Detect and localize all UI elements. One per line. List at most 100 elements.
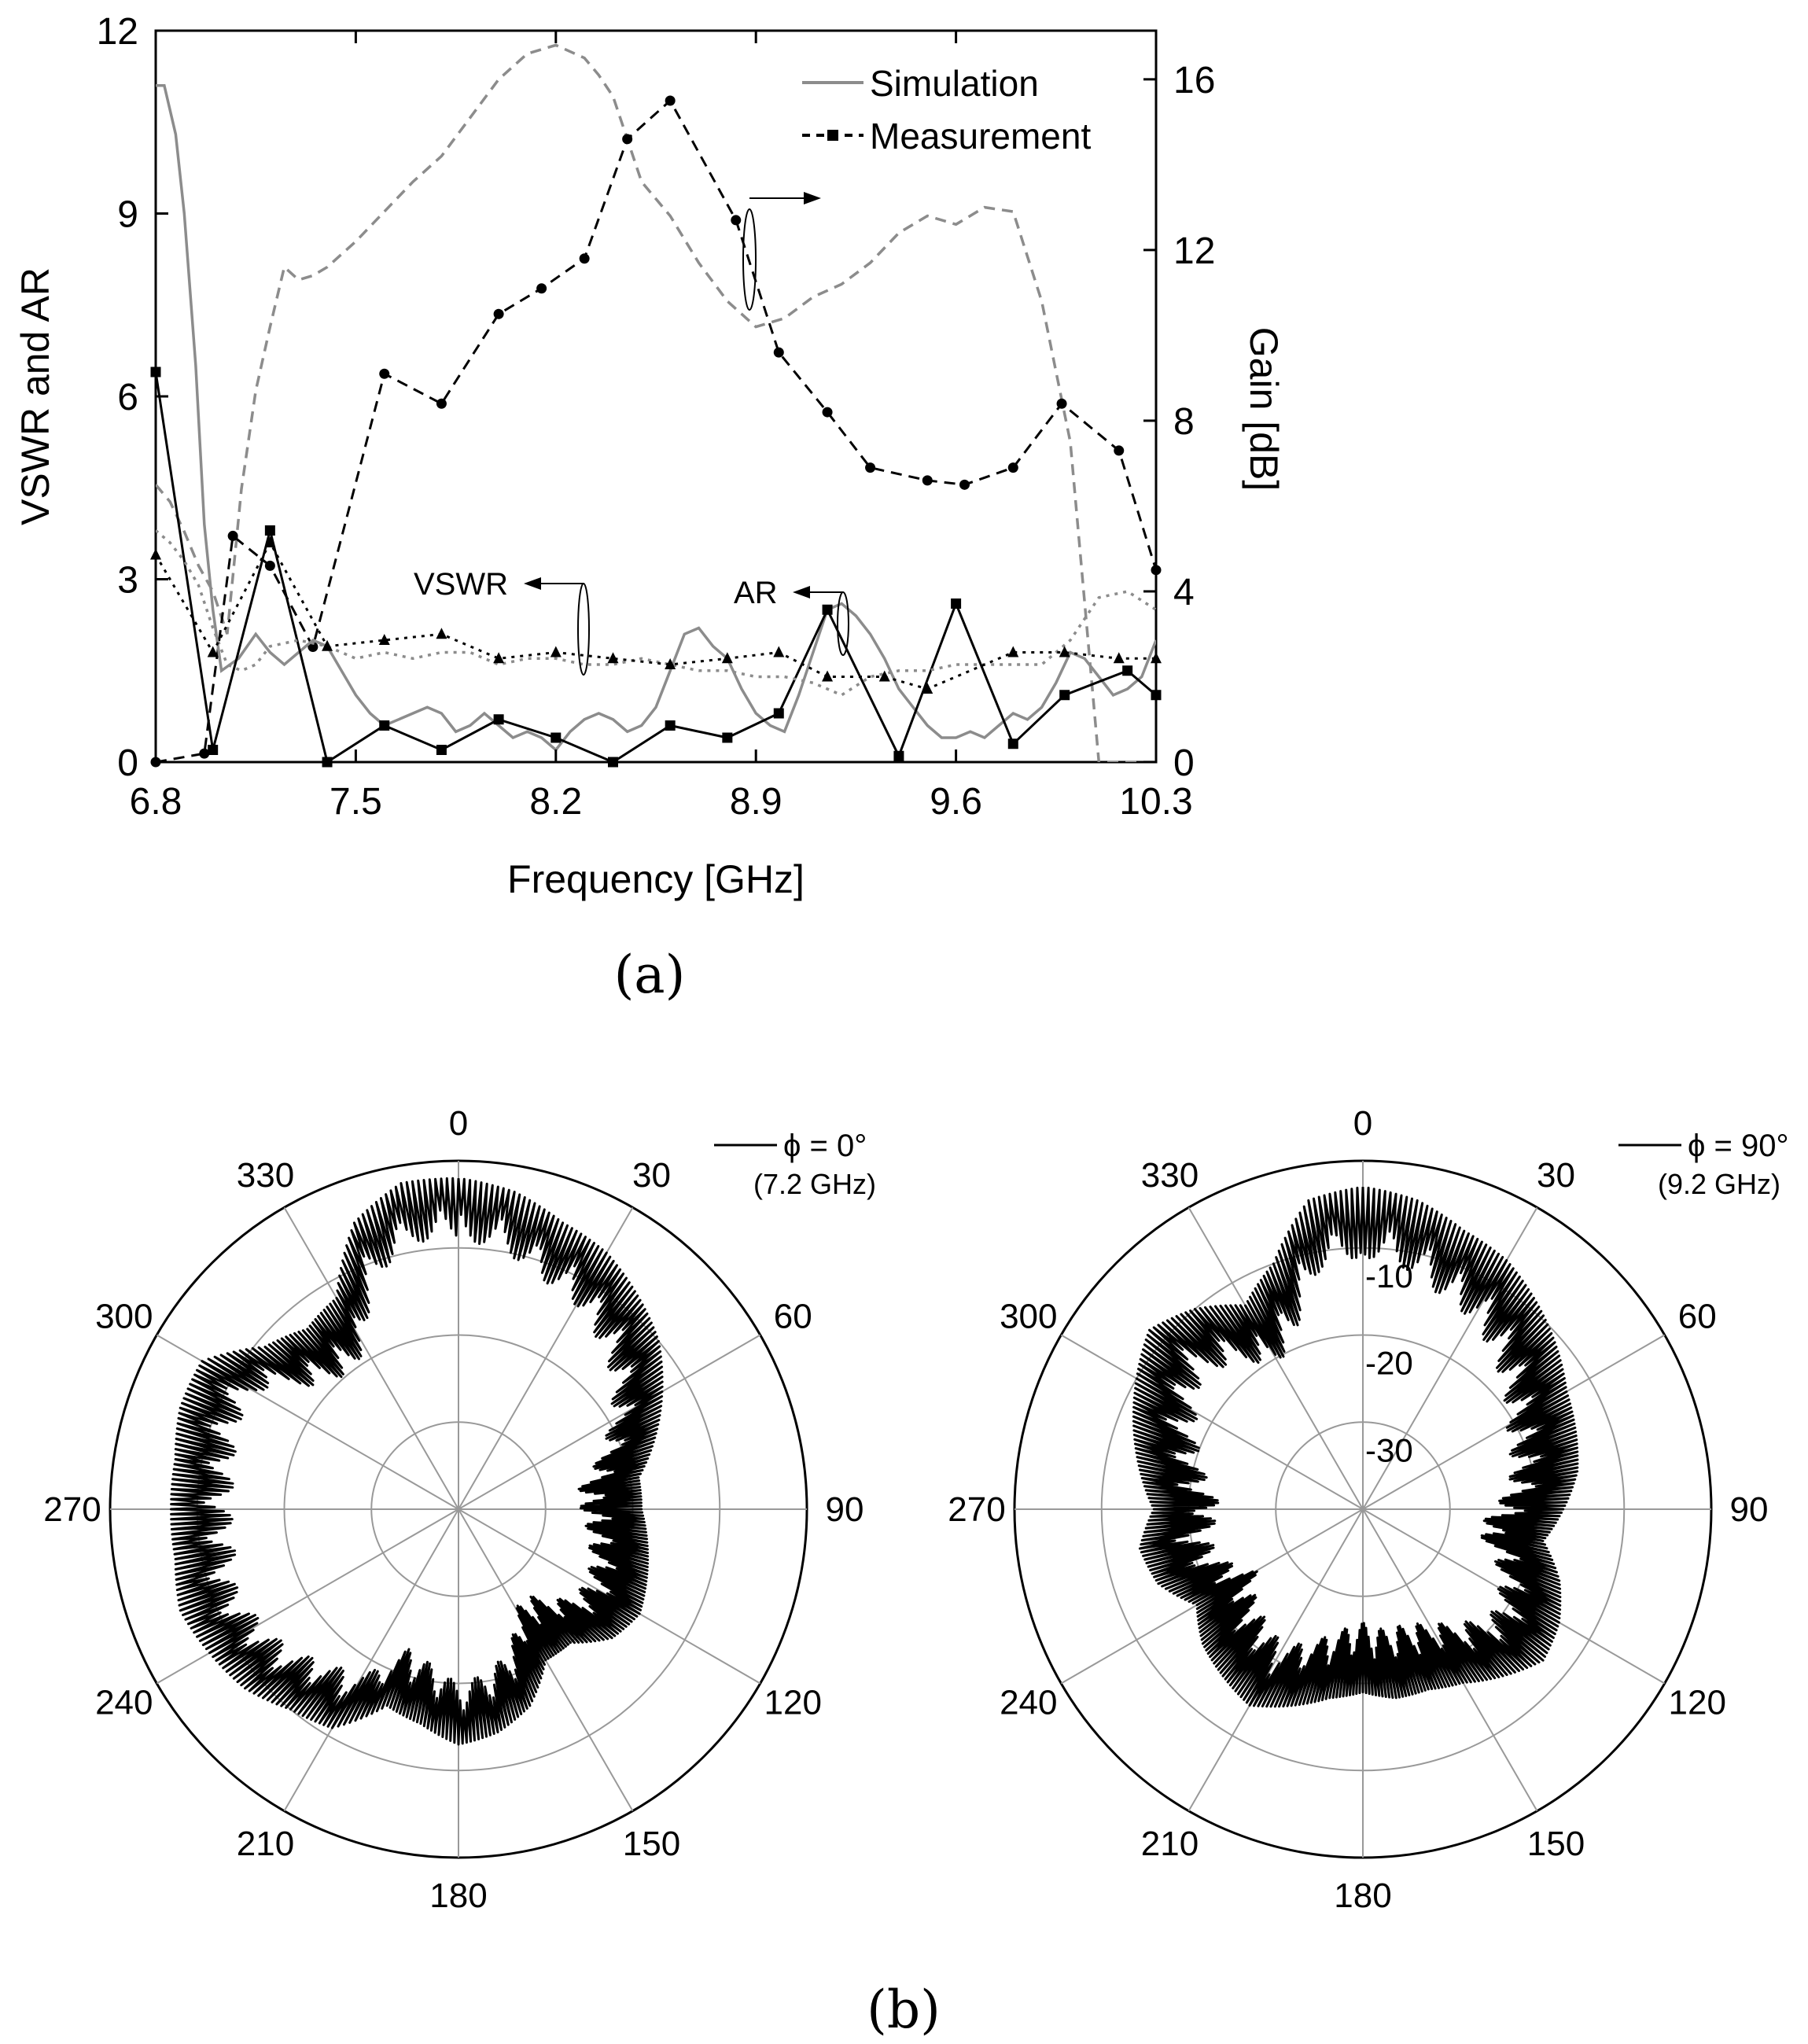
data-point: [878, 670, 890, 682]
polar-spoke: [1188, 1508, 1364, 1812]
polar-angle-label: 180: [429, 1876, 487, 1915]
data-point: [1007, 462, 1018, 473]
polar-radial-label: -20: [1365, 1345, 1413, 1382]
data-point: [436, 398, 447, 409]
data-point: [773, 646, 785, 657]
polar-angle-label: 210: [237, 1825, 294, 1863]
polar-angle-label: 0: [1353, 1104, 1372, 1143]
series-line: [156, 540, 1156, 691]
series-line: [156, 529, 1156, 697]
data-point: [893, 750, 904, 761]
polar-legend-label: ϕ = 0°: [783, 1129, 867, 1163]
polar-angle-label: 210: [1141, 1825, 1199, 1863]
polar-angle-label: 60: [1678, 1298, 1717, 1336]
vswr-annotation: VSWR: [414, 567, 590, 676]
data-point: [1007, 738, 1018, 749]
series-line: [156, 98, 1156, 762]
y-tick-label: 12: [97, 11, 138, 53]
polar-plot-phi-0: 0 30 60 90 120 150 180 210 240 270 300 330 ϕ = 0° (7.…: [43, 1104, 876, 1915]
data-point: [264, 536, 276, 547]
data-point: [493, 652, 505, 664]
ar-arrow-head: [793, 586, 810, 598]
data-point: [607, 652, 619, 664]
data-point: [1122, 665, 1133, 676]
y-tick-label: 9: [117, 194, 138, 236]
polar-angle-label: 150: [1527, 1825, 1585, 1863]
data-point: [150, 548, 161, 560]
gain-annotation-ellipse: [742, 208, 757, 311]
panel-b-caption: (b): [867, 1980, 941, 2040]
x-axis-label: Frequency [GHz]: [507, 857, 805, 901]
panel-a-line-chart: 6.8 7.5 8.2 8.9 9.6 10.3 0 3 6 9 12 0 4 8 12 16 Frequ…: [13, 11, 1286, 1005]
data-point: [773, 347, 784, 358]
gain-annotation: [742, 192, 821, 311]
data-point: [207, 646, 219, 657]
radiation-pattern-trace: [170, 1177, 664, 1746]
polar-spoke: [283, 1206, 459, 1510]
legend-label-measurement: Measurement: [870, 116, 1091, 157]
data-point: [379, 720, 390, 731]
polar-angle-label: 270: [43, 1490, 101, 1529]
polar-angle-label: 300: [1000, 1298, 1057, 1336]
x-tick-label: 10.3: [1119, 781, 1192, 823]
vswr-annotation-label: VSWR: [414, 567, 508, 602]
data-point: [550, 646, 562, 657]
series-line: [156, 43, 1156, 762]
data-point: [922, 475, 933, 486]
data-point: [922, 683, 933, 694]
polar-spoke: [1362, 1206, 1538, 1510]
polar-angle-label: 120: [764, 1684, 822, 1722]
data-point: [379, 368, 390, 379]
x-axis-ticks: 6.8 7.5 8.2 8.9 9.6 10.3: [130, 31, 1193, 823]
polar-angle-label: 30: [1537, 1156, 1575, 1195]
data-point: [378, 634, 390, 645]
data-point: [622, 134, 633, 145]
data-point: [307, 642, 319, 653]
polar-plot-phi-90: 0 30 60 90 120 150 180 210 240 270 300 330 -10 -20 -30…: [948, 1104, 1788, 1915]
data-point: [150, 366, 161, 377]
data-point: [1056, 398, 1067, 409]
data-point: [1007, 646, 1019, 657]
data-point: [536, 283, 547, 294]
polar-spoke: [1060, 1334, 1364, 1510]
data-point: [731, 215, 742, 226]
data-point: [1151, 690, 1162, 701]
data-point: [822, 407, 833, 418]
data-point: [264, 525, 275, 536]
data-point: [208, 745, 219, 755]
y2-axis-ticks: 0 4 8 12 16: [1143, 60, 1215, 784]
polar-spoke: [1362, 1334, 1666, 1510]
polar-angle-label: 240: [1000, 1684, 1057, 1722]
ar-annotation-label: AR: [734, 576, 778, 610]
polar-angle-label: 90: [1730, 1490, 1769, 1529]
panel-a-caption: (a): [614, 945, 686, 1005]
data-point: [436, 745, 447, 755]
polar-angle-label: 330: [1141, 1156, 1199, 1195]
x-tick-label: 7.5: [330, 781, 382, 823]
data-point: [1151, 652, 1162, 664]
polar-angle-label: 150: [623, 1825, 680, 1863]
data-point: [551, 732, 562, 743]
data-point: [607, 757, 618, 768]
data-point: [865, 462, 876, 473]
y2-tick-label: 8: [1173, 401, 1195, 443]
data-point: [665, 720, 676, 731]
x-tick-label: 6.8: [130, 781, 182, 823]
data-point: [436, 628, 447, 639]
data-point: [951, 598, 962, 609]
data-point: [721, 652, 733, 664]
series-group: [150, 43, 1162, 768]
polar-spoke: [283, 1508, 459, 1812]
data-point: [1151, 565, 1162, 576]
data-point: [1114, 445, 1125, 456]
legend-label-simulation: Simulation: [870, 63, 1039, 104]
polar-angle-label: 180: [1334, 1876, 1391, 1915]
data-point: [322, 639, 333, 651]
y2-tick-label: 16: [1173, 60, 1215, 101]
polar-spoke: [458, 1334, 761, 1510]
data-point: [773, 708, 784, 719]
data-point: [493, 308, 504, 319]
data-point: [264, 560, 275, 571]
y2-tick-label: 12: [1173, 230, 1215, 272]
